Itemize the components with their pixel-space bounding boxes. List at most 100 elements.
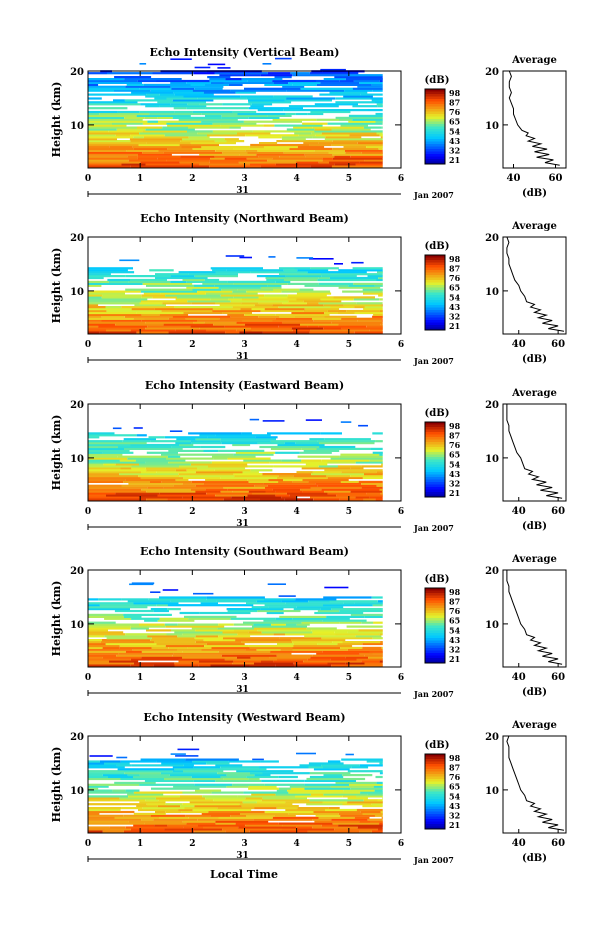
heatmap-cell [271, 623, 286, 626]
colorbar-segment [425, 94, 445, 97]
heatmap-cell [343, 304, 382, 307]
colorbar-segment [425, 640, 445, 644]
heatmap-cell [142, 282, 193, 285]
heatmap-cell [186, 81, 212, 84]
heatmap-cell [223, 486, 265, 489]
heatmap-cell [347, 770, 383, 773]
heatmap-cell [88, 118, 143, 121]
heatmap-cell [202, 282, 234, 285]
heatmap-cell [292, 83, 317, 86]
heatmap-cell [175, 298, 210, 301]
heatmap-cell [315, 134, 350, 137]
heatmap-cell [366, 492, 381, 495]
heatmap-cell [111, 648, 133, 651]
panel-title: Echo Intensity (Northward Beam) [140, 212, 349, 225]
heatmap-cell [282, 824, 322, 827]
heatmap-cell [303, 300, 342, 303]
heatmap-cell [177, 623, 219, 626]
heatmap-cell [145, 799, 159, 802]
heatmap-cell [246, 157, 273, 160]
heatmap-cell [246, 814, 275, 817]
heatmap-cell [166, 122, 213, 125]
heatmap-cell [88, 644, 120, 648]
heatmap-cell [197, 467, 246, 470]
heatmap-cell [377, 271, 383, 274]
colorbar-segment [425, 131, 445, 135]
heatmap-cell [120, 777, 164, 781]
heatmap-cell [292, 329, 311, 332]
heatmap-cell [170, 85, 224, 88]
heatmap-cell [88, 140, 131, 143]
average-profile-line [508, 70, 560, 166]
heatmap-cell [166, 457, 214, 460]
heatmap-cell [99, 331, 137, 334]
y-axis-label: Height (km) [50, 415, 63, 491]
colorbar-segment [425, 784, 445, 787]
colorbar-segment [425, 111, 445, 115]
panel-5: Echo Intensity (Westward Beam)1020Height… [50, 711, 567, 865]
heatmap-cell [133, 427, 143, 429]
colorbar-segment [425, 593, 445, 596]
colorbar-label: (dB) [425, 75, 450, 86]
heatmap-cell [296, 292, 332, 295]
heatmap-cell [311, 629, 359, 632]
heatmap-cell [217, 627, 254, 630]
colorbar-segment [425, 796, 445, 800]
heatmap-cell [88, 72, 107, 75]
heatmap-cell [160, 772, 218, 775]
heatmap-cell [340, 480, 359, 483]
heatmap-cell [345, 662, 365, 665]
heatmap-cell [263, 482, 315, 485]
heatmap-cell [248, 785, 277, 788]
heatmap-cell [285, 112, 296, 116]
heatmap-cell [136, 311, 184, 315]
heatmap-cell [264, 604, 323, 607]
heatmap-cell [88, 457, 128, 460]
heatmap-cell [235, 822, 279, 825]
heatmap-cell [164, 623, 178, 626]
heatmap-cell [347, 648, 383, 651]
average-x-tick-label: 60 [551, 672, 565, 683]
heatmap-cell [313, 319, 358, 322]
heatmap-cell [140, 476, 183, 480]
heatmap-cell [375, 440, 383, 443]
heatmap-cell [88, 315, 102, 318]
heatmap-cell [297, 807, 329, 810]
heatmap-cell [154, 97, 167, 100]
heatmap-cell [304, 787, 351, 790]
heatmap-cell [254, 774, 271, 777]
heatmap-cell [159, 93, 175, 96]
heatmap-cell [182, 656, 237, 659]
heatmap-cell [187, 130, 213, 133]
heatmap-cell [280, 648, 293, 651]
heatmap-cell [226, 785, 249, 788]
heatmap-cell [314, 820, 359, 823]
heatmap-cell [183, 764, 194, 767]
heatmap-cell [272, 816, 319, 819]
heatmap-cell [88, 807, 122, 810]
heatmap-cell [151, 646, 169, 649]
heatmap-cell [308, 480, 341, 483]
heatmap-cell [175, 478, 189, 482]
colorbar-segment [425, 819, 445, 822]
colorbar-segment [425, 327, 445, 331]
heatmap-cell [195, 629, 234, 632]
heatmap-cell [256, 275, 286, 278]
colorbar-segment [425, 756, 445, 760]
heatmap-cell [139, 801, 166, 804]
heatmap-cell [334, 631, 348, 634]
heatmap-cell [361, 130, 383, 133]
heatmap-cell [359, 764, 383, 767]
heatmap-cell [254, 662, 294, 665]
heatmap-cell [330, 785, 374, 788]
heatmap-cell [263, 124, 275, 127]
heatmap-cell [369, 329, 383, 332]
colorbar-segment [425, 449, 445, 453]
heatmap-cell [319, 445, 356, 449]
heatmap-cell [358, 424, 368, 427]
heatmap-cell [334, 76, 383, 79]
heatmap-cell [349, 664, 383, 667]
colorbar-tick-label: 98 [449, 88, 461, 98]
colorbar-segment [425, 317, 445, 321]
heatmap-cell [219, 74, 261, 77]
